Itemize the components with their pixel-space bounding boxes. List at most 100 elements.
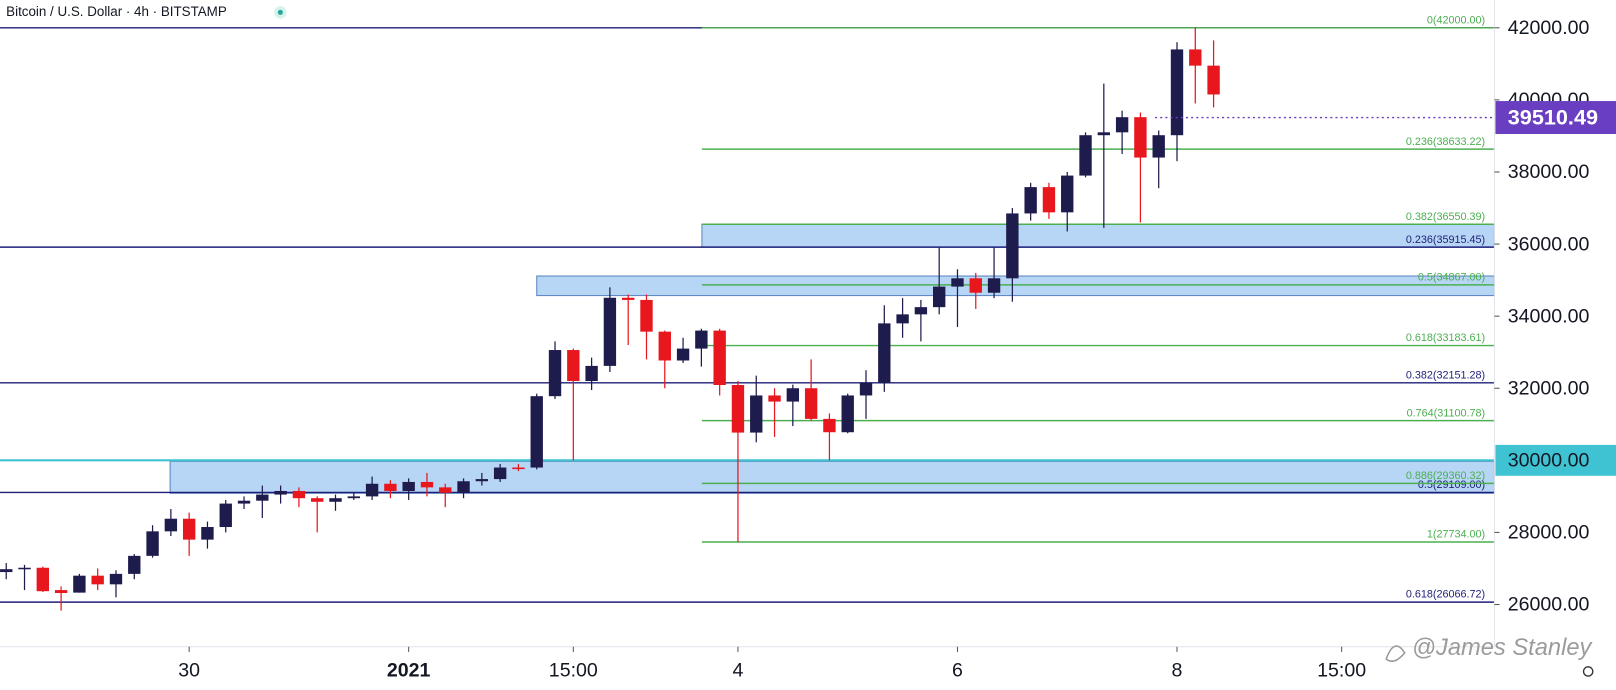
x-tick-label: 15:00 (1317, 660, 1366, 682)
fib-label: 0.236(38633.22) (1406, 136, 1485, 148)
candle-body (311, 498, 324, 502)
candle-body (256, 494, 269, 501)
candle-body (932, 286, 946, 308)
candle-body (1079, 135, 1092, 176)
x-tick-label: 6 (952, 660, 963, 682)
y-tick-label: 28000.00 (1508, 522, 1590, 544)
fib-label: 0.382(32151.28) (1406, 369, 1485, 381)
candle-body (365, 483, 379, 497)
candle-body (878, 323, 891, 383)
candle-body (1042, 187, 1056, 213)
fib-label: 0.5(29109.00) (1418, 479, 1485, 491)
candle-body (164, 518, 178, 532)
candle-body (987, 278, 1001, 293)
candle-body (439, 487, 452, 493)
fib-label: 0.236(35915.45) (1406, 234, 1485, 246)
y-tick-label: 34000.00 (1508, 305, 1590, 327)
candle-body (1170, 49, 1184, 136)
x-tick-label: 8 (1172, 660, 1183, 682)
candle-body (36, 567, 49, 592)
fib-label: 0.618(33183.61) (1406, 332, 1485, 344)
fib-label: 0.382(36550.39) (1406, 211, 1485, 223)
candle-body (676, 348, 690, 361)
candle-body (0, 569, 13, 573)
candle-body (823, 418, 836, 433)
y-tick-label: 26000.00 (1508, 594, 1590, 616)
settings-icon[interactable] (1582, 666, 1594, 677)
candle-body (914, 307, 928, 315)
y-tick-label: 42000.00 (1508, 17, 1590, 39)
last-price-tag (1495, 101, 1616, 135)
candle-body (750, 395, 763, 433)
watermark: @James Stanley (1412, 635, 1594, 661)
candle-body (402, 481, 415, 491)
status-dot (277, 9, 283, 15)
y-tick-label: 38000.00 (1508, 161, 1590, 183)
candle-body (951, 278, 964, 287)
candle-body (384, 483, 397, 491)
candle-body (1152, 135, 1165, 158)
candle-body (109, 573, 123, 585)
y-tick-label: 36000.00 (1508, 233, 1590, 255)
watermark-icon (1385, 645, 1406, 662)
candle-body (530, 396, 543, 468)
candle-body (201, 527, 214, 540)
candle-body (292, 490, 306, 499)
candle-body (457, 481, 470, 493)
settings-gear[interactable] (1582, 666, 1594, 677)
x-tick-label: 15:00 (549, 660, 598, 682)
candle-body (786, 388, 800, 402)
price-line-label: 30000.00 (1508, 450, 1590, 472)
candle-body (969, 278, 982, 293)
candle-body (804, 388, 818, 419)
candle-body (91, 575, 104, 585)
candle-body (146, 531, 159, 556)
candle-body (713, 330, 726, 386)
candle-body (1097, 132, 1111, 136)
candle-body (475, 479, 489, 482)
x-tick-label: 4 (733, 660, 744, 682)
candle-body (219, 503, 232, 528)
fib-label: 0.886(29360.32) (1406, 470, 1485, 482)
candle-body (841, 395, 854, 433)
axes: 26000.00 28000.00 32000.00 34000.00 36000.00… (178, 17, 1616, 682)
candle-body (603, 297, 617, 366)
candle-body (512, 467, 525, 470)
x-tick-label: 2021 (387, 660, 431, 682)
candle-body (658, 331, 671, 361)
fib-label: 0.5(34867.00) (1418, 272, 1485, 284)
candle-body (73, 575, 86, 593)
candle-body (1061, 175, 1074, 213)
zone (701, 223, 1495, 248)
candle-body (329, 498, 342, 502)
candle-body (1115, 117, 1129, 133)
candle-body (1207, 65, 1220, 95)
candle-body (1006, 213, 1019, 279)
candle-body (347, 496, 360, 499)
candle-body (420, 481, 434, 488)
candle-body (731, 385, 745, 433)
candle-body (567, 350, 580, 382)
candle-body (695, 330, 708, 349)
candle-body (768, 395, 781, 402)
candle-body (54, 590, 68, 593)
candle-body (1189, 49, 1202, 66)
candle-body (128, 555, 141, 574)
candle-body (182, 518, 196, 540)
y-tick-label: 32000.00 (1508, 377, 1590, 399)
candle-body (1024, 187, 1037, 214)
x-tick-label: 30 (178, 660, 200, 682)
candle-body (622, 297, 635, 300)
fib-label: 0.764(31100.78) (1407, 407, 1485, 419)
candle-body (1134, 117, 1147, 158)
fib-label: 1(27734.00) (1427, 529, 1485, 541)
candle-body (896, 314, 909, 324)
candle-body (585, 365, 598, 382)
candle-body (18, 567, 31, 570)
candle-body (237, 500, 251, 504)
candle-body (493, 467, 507, 480)
last-price-label: 39510.49 (1508, 104, 1598, 129)
candle-body (548, 350, 562, 397)
